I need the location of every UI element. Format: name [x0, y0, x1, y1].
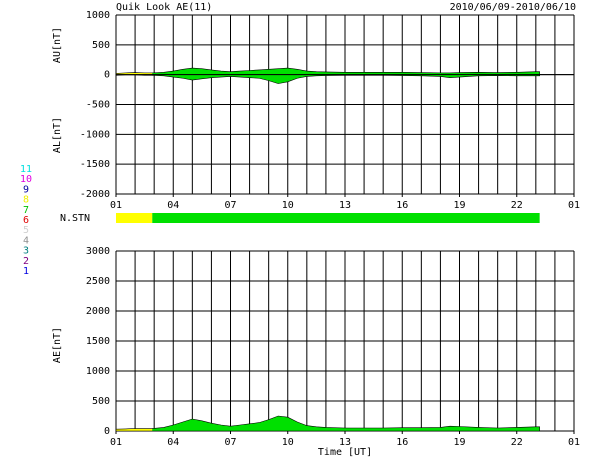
x-tick-label: 01: [568, 437, 580, 448]
y-tick-label: -1000: [80, 129, 110, 140]
area: [152, 74, 540, 84]
chart-title: Quik Look AE(11): [116, 2, 212, 13]
legend-entry: 6: [23, 215, 29, 226]
y-tick-label: -500: [86, 100, 110, 111]
area: [152, 415, 540, 431]
y-tick-label: 1000: [86, 10, 110, 21]
y-tick-label: 2000: [86, 306, 110, 317]
legend-entry: 11: [20, 164, 32, 175]
x-tick-label: 22: [511, 200, 523, 211]
legend-entry: 3: [23, 246, 29, 257]
y-tick-label: 500: [92, 40, 110, 51]
x-tick-label: 01: [110, 437, 122, 448]
y-tick-label: 2500: [86, 276, 110, 287]
x-tick-label: 01: [110, 200, 122, 211]
legend-entry: 9: [23, 184, 29, 195]
station-bar-label: N.STN: [60, 213, 90, 224]
y-axis-label: AE[nT]: [52, 327, 63, 363]
y-tick-label: -1500: [80, 159, 110, 170]
x-tick-label: 01: [568, 200, 580, 211]
y-tick-label: 500: [92, 396, 110, 407]
area: [116, 428, 153, 431]
x-tick-label: 16: [396, 200, 408, 211]
y-tick-label: 0: [104, 426, 110, 437]
area: [152, 67, 540, 75]
legend-entry: 10: [20, 174, 32, 185]
x-tick-label: 19: [453, 437, 465, 448]
legend-entry: 7: [23, 205, 29, 216]
y-tick-label: 1000: [86, 366, 110, 377]
x-tick-label: 10: [282, 437, 294, 448]
x-tick-label: 13: [339, 200, 351, 211]
x-tick-label: 13: [339, 437, 351, 448]
date-range: 2010/06/09-2010/06/10: [450, 2, 576, 13]
y-tick-label: 0: [104, 70, 110, 81]
y-axis-label: AL[nT]: [52, 117, 63, 153]
x-tick-label: 16: [396, 437, 408, 448]
station-segment: [116, 213, 153, 223]
x-tick-label: 10: [282, 200, 294, 211]
x-tick-label: 07: [224, 437, 236, 448]
legend-entry: 1: [23, 266, 29, 277]
legend-entry: 4: [23, 235, 29, 246]
legend-entry: 2: [23, 256, 29, 267]
x-axis-label: Time [UT]: [318, 447, 372, 458]
y-tick-label: 3000: [86, 246, 110, 257]
x-tick-label: 04: [167, 437, 179, 448]
x-tick-label: 22: [511, 437, 523, 448]
y-tick-label: 1500: [86, 336, 110, 347]
area: [116, 72, 153, 75]
legend-entry: 5: [23, 225, 29, 236]
legend-entry: 8: [23, 195, 29, 206]
x-tick-label: 04: [167, 200, 179, 211]
y-axis-label: AU[nT]: [52, 27, 63, 63]
x-tick-label: 19: [453, 200, 465, 211]
station-segment: [152, 213, 540, 223]
x-tick-label: 07: [224, 200, 236, 211]
y-tick-label: -2000: [80, 189, 110, 200]
